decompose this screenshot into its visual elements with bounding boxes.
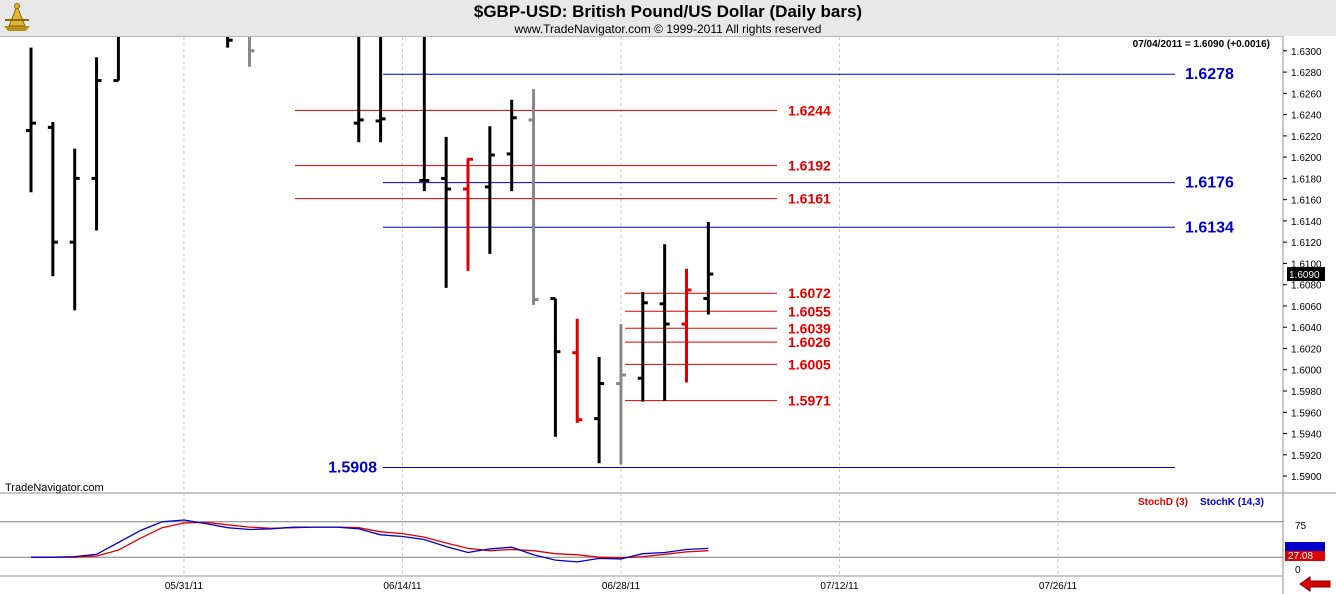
last-price-box [1287, 267, 1325, 282]
chart-header: $GBP-USD: British Pound/US Dollar (Daily… [0, 0, 1336, 37]
last-price-label: 1.6090 [1289, 270, 1320, 281]
price-tick-label: 1.6200 [1291, 153, 1322, 164]
price-tick-label: 1.6040 [1291, 323, 1322, 334]
level-label: 1.6161 [788, 191, 831, 207]
price-tick-label: 1.6080 [1291, 281, 1322, 292]
level-label: 1.6055 [788, 303, 831, 319]
chart-title: $GBP-USD: British Pound/US Dollar (Daily… [473, 2, 863, 21]
price-readout: 07/04/2011 = 1.6090 (+0.0016) [1133, 39, 1270, 50]
level-label: 1.6072 [788, 285, 831, 301]
price-tick-label: 1.6240 [1291, 111, 1322, 122]
level-label: 1.6278 [1185, 66, 1234, 83]
stoch-k-value-box [1285, 542, 1325, 551]
price-tick-label: 1.6220 [1291, 132, 1322, 143]
level-label: 1.6005 [788, 356, 831, 372]
price-tick-label: 1.6180 [1291, 174, 1322, 185]
level-label: 1.6026 [788, 334, 831, 350]
date-tick-label: 06/14/11 [383, 581, 422, 592]
price-tick-label: 1.6260 [1291, 89, 1322, 100]
stoch-tick-label: 75 [1295, 521, 1307, 532]
stoch-tick-label: 0 [1295, 565, 1301, 576]
price-tick-label: 1.6000 [1291, 366, 1322, 377]
level-label: 1.6134 [1185, 219, 1234, 236]
date-tick-label: 05/31/11 [165, 581, 204, 592]
price-tick-label: 1.6300 [1291, 47, 1322, 58]
level-label: 1.6039 [788, 320, 831, 336]
ohlc-bars [26, 37, 714, 465]
level-label: 1.6192 [788, 158, 831, 174]
price-tick-label: 1.6280 [1291, 68, 1322, 79]
watermark: TradeNavigator.com [5, 482, 104, 494]
legend-stoch-d: StochD (3) [1138, 497, 1188, 508]
stoch-d-line[interactable] [31, 521, 709, 559]
level-label: 1.6244 [788, 102, 831, 118]
level-label: 1.5908 [328, 460, 377, 477]
price-tick-label: 1.5940 [1291, 430, 1322, 441]
price-axis-panel [1283, 36, 1336, 594]
price-tick-label: 1.6120 [1291, 238, 1322, 249]
price-tick-label: 1.6160 [1291, 196, 1322, 207]
date-tick-label: 07/26/11 [1039, 581, 1078, 592]
stoch-last-value: 27.08 [1288, 551, 1313, 562]
price-tick-label: 1.6140 [1291, 217, 1322, 228]
price-tick-label: 1.6100 [1291, 259, 1322, 270]
date-tick-label: 06/28/11 [602, 581, 641, 592]
price-tick-label: 1.5920 [1291, 451, 1322, 462]
legend-stoch-k: StochK (14,3) [1200, 497, 1264, 508]
copyright-subtitle: www.TradeNavigator.com © 1999-2011 All r… [514, 22, 822, 36]
price-tick-label: 1.5960 [1291, 408, 1322, 419]
stoch-k-line[interactable] [31, 519, 709, 563]
price-tick-label: 1.5980 [1291, 387, 1322, 398]
price-tick-label: 1.5900 [1291, 472, 1322, 483]
price-tick-label: 1.6060 [1291, 302, 1322, 313]
scroll-left-arrow-icon[interactable] [1299, 576, 1331, 592]
level-label: 1.5971 [788, 393, 831, 409]
price-tick-label: 1.6020 [1291, 344, 1322, 355]
trade-navigator-logo-icon [4, 3, 30, 31]
stoch-last-value-box [1285, 551, 1325, 561]
level-label: 1.6176 [1185, 175, 1234, 192]
date-tick-label: 07/12/11 [820, 581, 859, 592]
